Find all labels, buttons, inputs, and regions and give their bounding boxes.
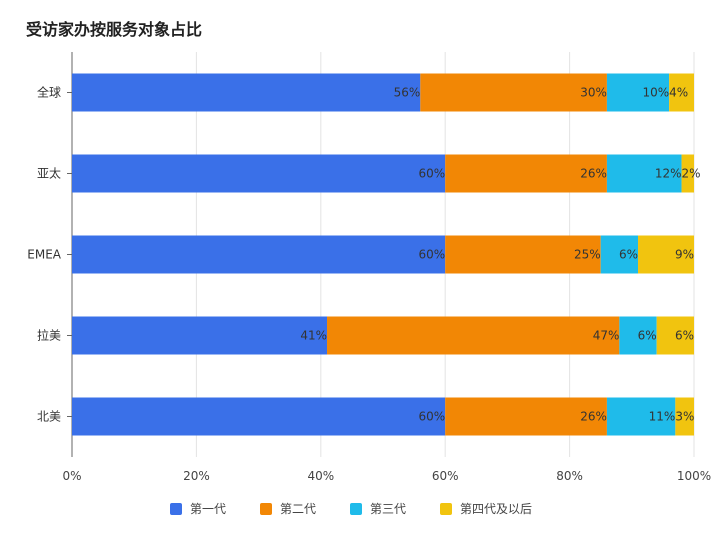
chart-legend: 第一代 第二代 第三代 第四代及以后	[0, 500, 720, 522]
legend-label: 第三代	[370, 502, 407, 516]
x-tick-label: 40%	[307, 469, 334, 483]
bar-segment	[669, 73, 694, 112]
legend-swatch	[350, 502, 362, 515]
data-label: 60%	[419, 248, 446, 262]
chart-title: 受访家办按服务对象占比	[26, 20, 203, 39]
legend-label: 第二代	[280, 502, 317, 516]
bar-segment	[600, 235, 639, 274]
bar-segment	[681, 154, 694, 193]
bar-segment	[420, 73, 607, 112]
data-label: 30%	[580, 86, 607, 100]
legend-swatch	[170, 502, 182, 515]
category-label: 全球	[37, 85, 61, 100]
category-label: 拉美	[37, 328, 61, 343]
data-label: 4%	[669, 86, 688, 100]
data-label: 56%	[394, 86, 421, 100]
bar-segment	[606, 73, 670, 112]
bar-segment	[638, 235, 694, 274]
x-tick-label: 0%	[62, 469, 81, 483]
legend-swatch	[440, 502, 452, 515]
bar-segment	[606, 154, 682, 193]
data-label: 6%	[638, 329, 657, 343]
x-tick-label: 20%	[183, 469, 210, 483]
data-label: 41%	[300, 329, 327, 343]
bar-segment	[72, 235, 446, 274]
legend-label: 第一代	[190, 502, 227, 516]
bar-segment	[72, 397, 446, 436]
category-label: 北美	[37, 410, 61, 424]
bar-segment	[445, 397, 607, 436]
bar-segment	[656, 316, 694, 355]
bar-segment	[72, 154, 446, 193]
legend-item[interactable]: 第四代及以后	[440, 500, 532, 517]
data-label: 11%	[649, 410, 676, 424]
x-tick-label: 80%	[556, 469, 583, 483]
data-label: 3%	[675, 410, 694, 424]
data-label: 12%	[655, 167, 682, 181]
legend-item[interactable]: 第二代	[260, 500, 316, 517]
data-label: 9%	[675, 248, 694, 262]
bar-segment	[72, 316, 328, 355]
data-label: 47%	[593, 329, 620, 343]
legend-item[interactable]: 第三代	[350, 500, 406, 517]
data-label: 6%	[675, 329, 694, 343]
bar-segment	[619, 316, 657, 355]
legend-swatch	[260, 502, 272, 515]
data-label: 10%	[642, 86, 669, 100]
bar-segment	[72, 73, 421, 112]
bar-segment	[675, 397, 694, 436]
category-label: EMEA	[27, 248, 62, 262]
data-label: 25%	[574, 248, 601, 262]
category-label: 亚太	[37, 166, 61, 181]
legend-label: 第四代及以后	[460, 502, 533, 516]
x-tick-label: 100%	[677, 469, 711, 483]
data-label: 26%	[580, 410, 607, 424]
x-tick-label: 60%	[432, 469, 459, 483]
stacked-bar-chart: 0% 20% 40% 60% 80% 100% 全球 56% 30% 10% 4% 亚太 60% 26% 1…	[27, 52, 711, 483]
bar-segment	[445, 154, 607, 193]
data-label: 60%	[419, 410, 446, 424]
data-label: 60%	[419, 167, 446, 181]
bar-segment	[327, 316, 620, 355]
data-label: 6%	[619, 248, 638, 262]
bar-segment	[445, 235, 601, 274]
legend-item[interactable]: 第一代	[170, 500, 226, 517]
data-label: 26%	[580, 167, 607, 181]
bar-segment	[606, 397, 676, 436]
data-label: 2%	[682, 167, 701, 181]
